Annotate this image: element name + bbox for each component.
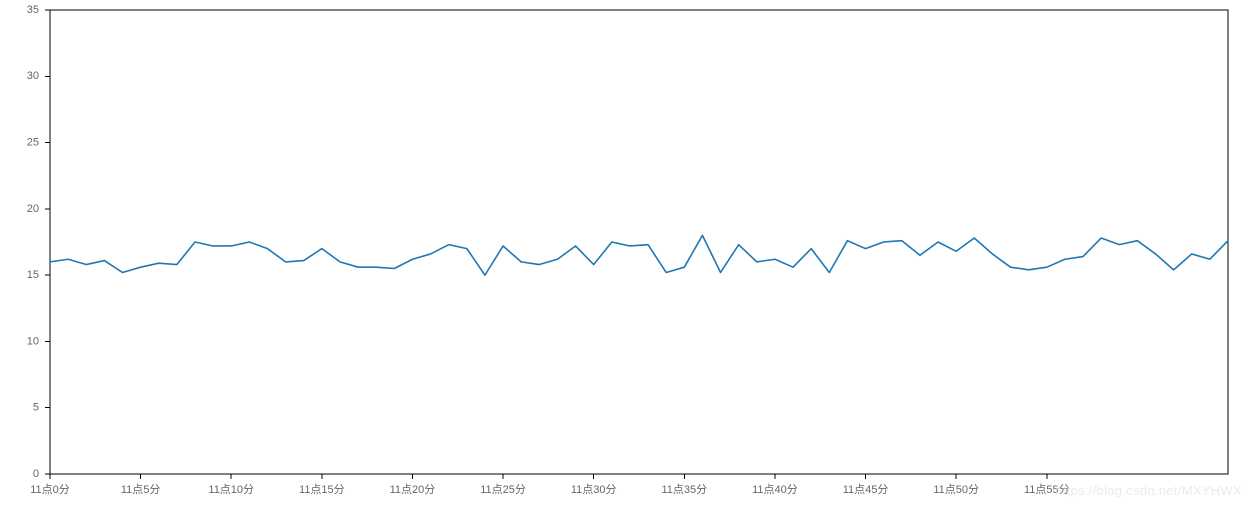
svg-text:11点15分: 11点15分 bbox=[299, 483, 345, 496]
line-chart: 0 5 10 15 20 25 30 35 11点0分 11点5分 11点10分 11点15分 11点2… bbox=[0, 0, 1250, 512]
svg-text:15: 15 bbox=[27, 269, 39, 281]
series-line bbox=[50, 235, 1228, 275]
svg-text:5: 5 bbox=[33, 402, 39, 414]
svg-text:20: 20 bbox=[27, 203, 39, 215]
svg-text:11点0分: 11点0分 bbox=[30, 483, 70, 496]
svg-text:30: 30 bbox=[27, 70, 39, 82]
svg-text:0: 0 bbox=[33, 468, 39, 480]
svg-text:11点25分: 11点25分 bbox=[480, 483, 526, 496]
svg-text:11点35分: 11点35分 bbox=[661, 483, 707, 496]
svg-text:11点30分: 11点30分 bbox=[571, 483, 617, 496]
svg-text:11点20分: 11点20分 bbox=[390, 483, 436, 496]
chart-svg: 0 5 10 15 20 25 30 35 11点0分 11点5分 11点10分 11点15分 11点2… bbox=[0, 0, 1250, 512]
svg-text:10: 10 bbox=[27, 335, 39, 347]
svg-text:25: 25 bbox=[27, 136, 39, 148]
svg-text:11点40分: 11点40分 bbox=[752, 483, 798, 496]
svg-text:11点5分: 11点5分 bbox=[121, 483, 161, 496]
svg-text:11点50分: 11点50分 bbox=[933, 483, 979, 496]
svg-text:11点10分: 11点10分 bbox=[208, 483, 254, 496]
svg-text:11点45分: 11点45分 bbox=[843, 483, 889, 496]
svg-text:35: 35 bbox=[27, 4, 39, 16]
svg-text:11点55分: 11点55分 bbox=[1024, 483, 1070, 496]
